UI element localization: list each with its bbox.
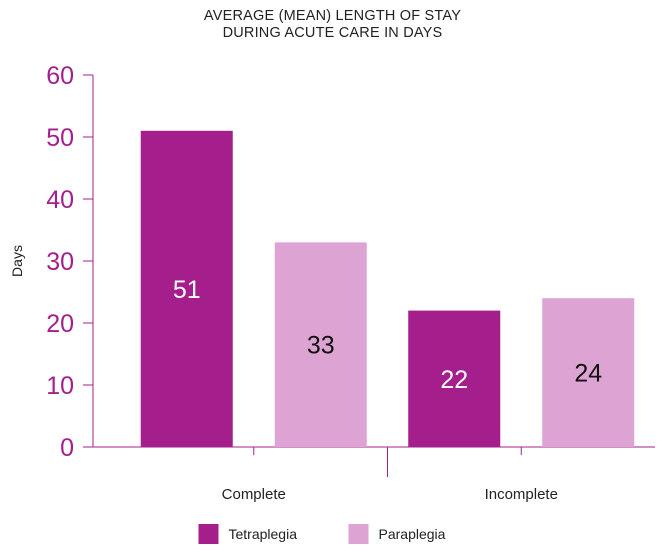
y-tick-label: 50 xyxy=(46,124,74,152)
legend-swatch-paraplegia xyxy=(348,524,369,544)
y-tick-label: 30 xyxy=(46,248,74,276)
x-category-label: Incomplete xyxy=(485,486,558,503)
bar-value-label: 24 xyxy=(574,360,602,388)
axes: 0 10 20 30 40 50 60 Days Complete Incomplete xyxy=(9,62,655,503)
legend-label-paraplegia: Paraplegia xyxy=(379,526,446,542)
y-tick-label: 20 xyxy=(46,310,74,338)
chart-title-line-1: AVERAGE (MEAN) LENGTH OF STAY xyxy=(203,8,462,24)
legend-swatch-tetraplegia xyxy=(198,524,219,544)
bar-tetraplegia-incomplete xyxy=(408,310,501,447)
bars: 51 33 22 24 xyxy=(140,130,635,448)
bar-paraplegia-complete xyxy=(274,242,367,447)
y-tick-label: 60 xyxy=(46,62,74,90)
bar-paraplegia-incomplete xyxy=(542,298,635,447)
bar-value-label: 51 xyxy=(173,276,201,304)
bar-value-label: 33 xyxy=(307,332,335,360)
bar-value-label: 22 xyxy=(440,366,468,394)
x-category-label: Complete xyxy=(222,486,286,503)
y-axis-label: Days xyxy=(9,245,25,277)
y-tick-label: 10 xyxy=(46,372,74,400)
chart-title-line-2: DURING ACUTE CARE IN DAYS xyxy=(222,25,443,41)
legend: Tetraplegia Paraplegia xyxy=(198,524,446,544)
bar-tetraplegia-complete xyxy=(140,130,233,448)
y-tick-label: 0 xyxy=(60,434,74,462)
y-tick-label: 40 xyxy=(46,186,74,214)
legend-label-tetraplegia: Tetraplegia xyxy=(229,526,298,542)
